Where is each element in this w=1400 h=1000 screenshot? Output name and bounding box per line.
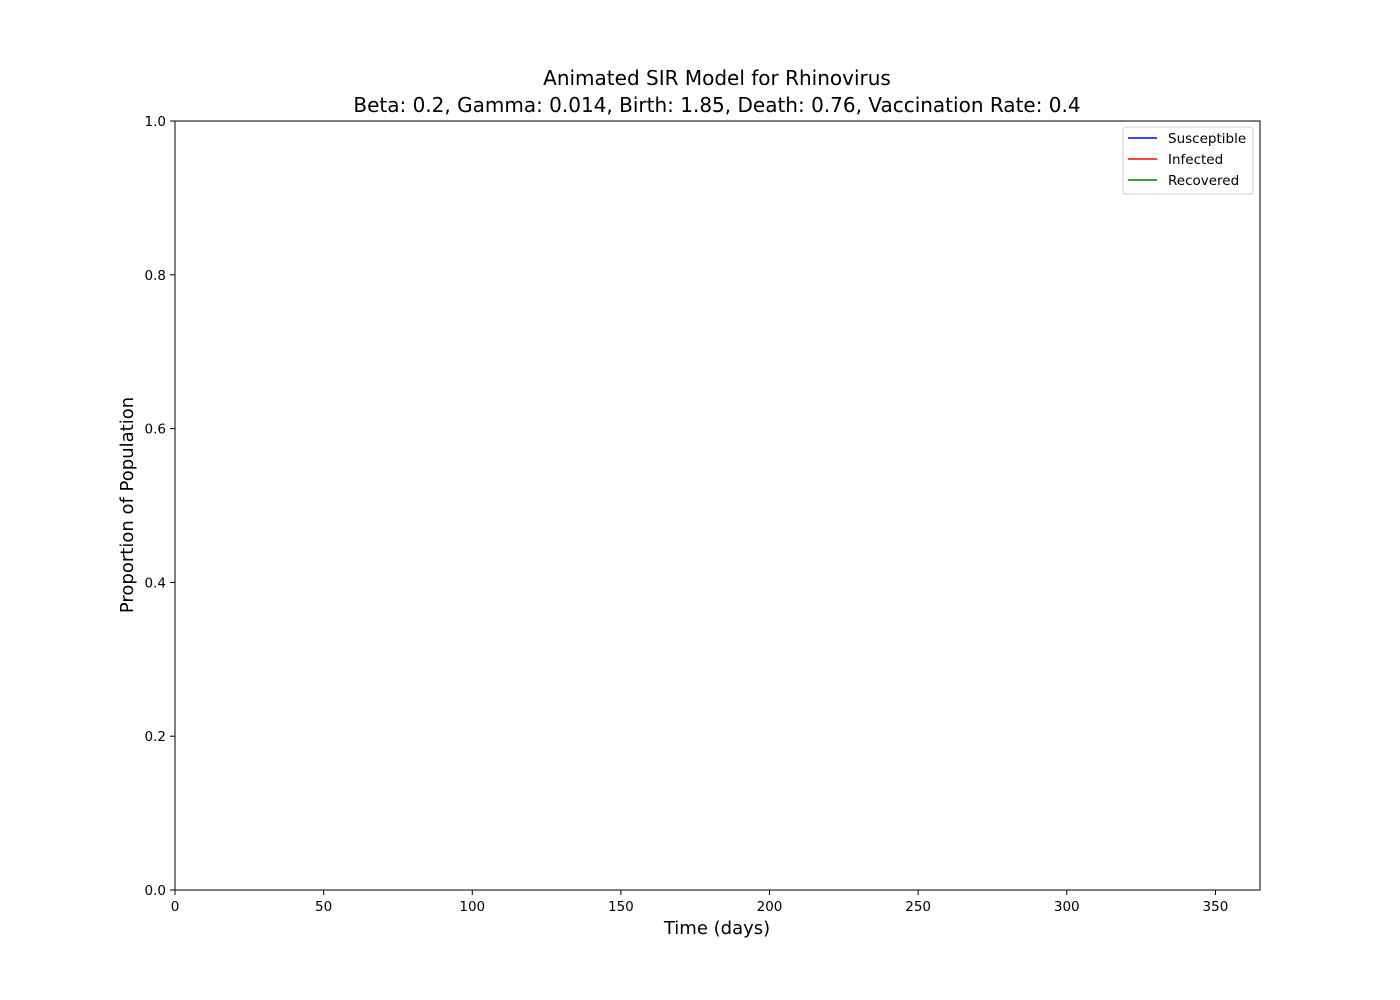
x-tick-label: 300: [1054, 899, 1080, 915]
x-tick-label: 200: [757, 899, 783, 915]
chart-subtitle: Beta: 0.2, Gamma: 0.014, Birth: 1.85, De…: [353, 93, 1080, 117]
x-tick-label: 100: [459, 899, 485, 915]
y-axis: 0.0 0.2 0.4 0.6 0.8 1.0: [145, 114, 175, 899]
y-tick-label: 0.6: [145, 422, 166, 438]
y-tick-label: 0.0: [145, 883, 166, 899]
y-tick-label: 0.2: [145, 729, 166, 745]
legend-label-susceptible: Susceptible: [1168, 131, 1246, 147]
y-tick-label: 0.4: [145, 575, 166, 591]
x-tick-label: 50: [315, 899, 332, 915]
y-tick-label: 1.0: [145, 114, 166, 130]
legend-box: [1122, 126, 1254, 195]
x-tick-label: 150: [608, 899, 634, 915]
y-axis-label: Proportion of Population: [117, 397, 138, 613]
plot-area: [175, 121, 1260, 890]
x-tick-label: 0: [171, 899, 180, 915]
legend-label-recovered: Recovered: [1168, 173, 1239, 189]
axes-frame: [174, 120, 1261, 891]
chart-title: Animated SIR Model for Rhinovirus: [543, 66, 891, 90]
x-tick-label: 250: [905, 899, 931, 915]
y-tick-label: 0.8: [145, 268, 166, 284]
x-tick-label: 350: [1203, 899, 1229, 915]
legend-label-infected: Infected: [1168, 152, 1223, 168]
x-axis: 0 50 100 150 200 250 300 350: [171, 890, 1229, 915]
legend: Susceptible Infected Recovered: [1122, 126, 1254, 195]
x-axis-label: Time (days): [663, 918, 770, 939]
